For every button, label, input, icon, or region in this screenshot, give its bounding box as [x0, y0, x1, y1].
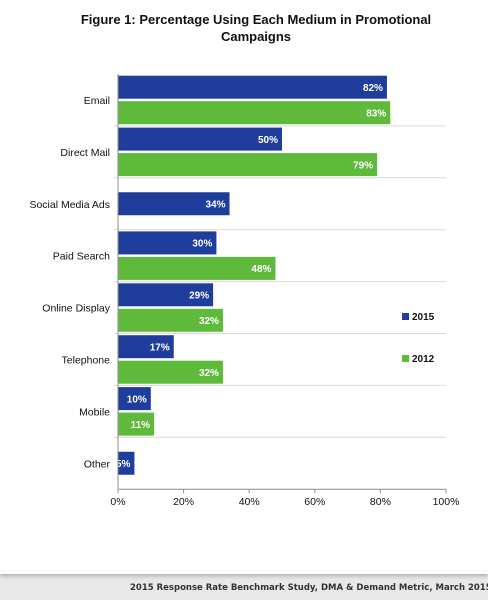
category-separators [114, 125, 446, 438]
data-label: 30% [192, 239, 212, 250]
source-citation: 2015 Response Rate Benchmark Study, DMA … [130, 583, 488, 593]
y-axis: Email Direct Mail Social Media Ads Paid Sea… [29, 74, 119, 490]
chart-title: Figure 1: Percentage Using Each Medium i… [80, 12, 432, 44]
category-label: Social Media Ads [29, 199, 110, 211]
bar-2015-direct-mail [118, 127, 282, 151]
x-axis: 0% 20% 40% 60% 80% 100% [110, 488, 460, 508]
legend-label-2012: 2012 [412, 354, 435, 365]
bars [118, 75, 391, 475]
bar-chart: 82% 83% 50% 79% 34% 30% 48% 29% 32% 17% 32% 10% 11% 5… [29, 74, 460, 508]
bar-2012-direct-mail [118, 153, 378, 177]
x-tick-label: 20% [173, 496, 194, 508]
data-label: 82% [363, 83, 383, 94]
category-label: Online Display [42, 303, 110, 315]
category-label: Telephone [62, 354, 111, 366]
bar-2015-mobile [118, 387, 151, 411]
bar-2015-other [118, 451, 135, 475]
x-tick-label: 40% [239, 496, 260, 508]
legend-label-2015: 2015 [412, 312, 435, 323]
category-label: Other [84, 458, 111, 470]
legend-swatch-2012 [402, 355, 409, 362]
chart-card: Figure 1: Percentage Using Each Medium i… [0, 0, 488, 574]
data-label: 29% [189, 291, 209, 302]
category-label: Mobile [79, 406, 110, 418]
bar-2015-online-display [118, 283, 214, 307]
bar-2015-paid-search [118, 231, 217, 255]
x-tick-label: 100% [433, 496, 460, 508]
bar-2012-telephone [118, 360, 223, 384]
data-label: 17% [150, 343, 170, 354]
data-label: 32% [199, 368, 219, 379]
category-label: Email [84, 95, 110, 107]
bar-2015-telephone [118, 335, 174, 359]
data-label: 50% [258, 135, 278, 146]
data-label: 34% [206, 200, 226, 211]
x-tick-label: 0% [110, 496, 125, 508]
data-label: 83% [366, 109, 386, 120]
data-label: 79% [353, 160, 373, 171]
data-label: 32% [199, 316, 219, 327]
legend: 2015 2012 [402, 312, 435, 365]
bar-2012-paid-search [118, 256, 276, 280]
bar-2012-email [118, 101, 391, 125]
bar-2015-email [118, 75, 387, 99]
data-label: 5% [116, 459, 131, 470]
x-tick-label: 60% [304, 496, 325, 508]
bar-labels: 82% 83% 50% 79% 34% 30% 48% 29% 32% 17% 32% 10% 11% 5… [116, 83, 386, 470]
data-label: 11% [131, 420, 151, 431]
data-label: 48% [251, 264, 271, 275]
data-label: 10% [127, 394, 147, 405]
category-label: Direct Mail [60, 147, 110, 159]
legend-swatch-2015 [402, 313, 409, 320]
bar-2015-social-media-ads [118, 192, 230, 216]
x-tick-label: 80% [370, 496, 391, 508]
bar-2012-online-display [118, 308, 223, 332]
category-label: Paid Search [53, 251, 110, 263]
bar-2012-mobile [118, 412, 155, 436]
